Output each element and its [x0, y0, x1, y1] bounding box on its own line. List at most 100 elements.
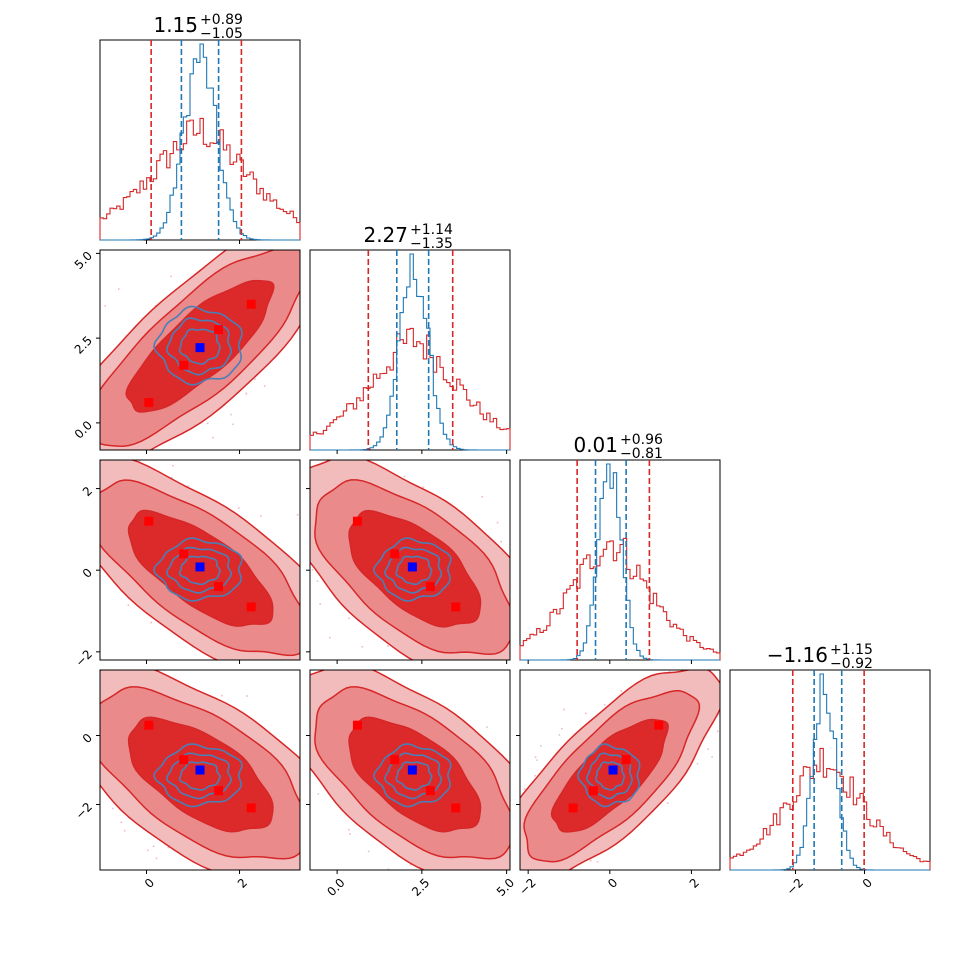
scatter-point	[322, 851, 324, 853]
scatter-point	[329, 263, 331, 265]
y-tick-label-3: 2	[80, 484, 95, 499]
scatter-point	[300, 895, 302, 897]
blue-contour-line-3	[395, 761, 433, 791]
scatter-point	[44, 704, 46, 706]
scatter-point	[285, 491, 287, 493]
scatter-point	[367, 208, 369, 210]
scatter-point	[367, 880, 369, 882]
red-contour-line-3	[127, 716, 274, 833]
blue-contour-line-3	[178, 761, 221, 791]
scatter-point	[495, 925, 497, 927]
scatter-point	[422, 486, 425, 489]
scatter-point	[328, 636, 331, 639]
scatter-point	[563, 708, 565, 711]
scatter-point	[543, 729, 545, 731]
scatter-point	[317, 793, 320, 795]
scatter-point	[668, 670, 671, 673]
scatter-point	[438, 899, 440, 901]
scatter-point	[316, 580, 319, 582]
scatter-point	[348, 617, 350, 620]
blue-marker	[407, 562, 417, 572]
diag-panel-3	[519, 459, 721, 661]
red-marker-4	[451, 602, 461, 612]
scatter-point	[42, 471, 44, 473]
scatter-point	[350, 858, 352, 860]
scatter-point	[337, 634, 339, 636]
scatter-point	[149, 453, 151, 455]
scatter-point	[324, 868, 326, 870]
scatter-point	[82, 786, 84, 788]
title-plus-4: +1.15	[830, 642, 873, 658]
scatter-point	[333, 227, 335, 229]
scatter-point	[62, 473, 64, 475]
scatter-point	[323, 318, 325, 320]
scatter-point	[295, 533, 297, 535]
red-contour-line-2	[314, 686, 510, 860]
scatter-point	[311, 901, 313, 903]
scatter-point	[44, 737, 46, 739]
blue-marker	[195, 765, 205, 775]
scatter-point	[172, 464, 174, 467]
red-marker-3	[214, 786, 224, 796]
scatter-point	[486, 726, 488, 728]
scatter-point	[84, 632, 86, 634]
scatter-point	[9, 449, 11, 451]
scatter-point	[62, 516, 64, 518]
red-histogram-2	[309, 327, 511, 450]
scatter-point	[254, 378, 256, 381]
scatter-point	[81, 561, 83, 563]
scatter-point	[45, 471, 47, 473]
red-contour-line-1	[310, 670, 510, 870]
scatter-point	[66, 530, 68, 532]
panel-3-2	[260, 454, 545, 731]
scatter-point	[443, 689, 445, 691]
red-marker-1	[352, 516, 362, 526]
scatter-point	[95, 506, 97, 508]
scatter-point	[319, 637, 321, 639]
scatter-point	[476, 877, 478, 879]
red-marker-3	[214, 582, 224, 592]
scatter-point	[43, 487, 45, 489]
scatter-point	[90, 479, 92, 481]
red-contour-line-3	[348, 509, 482, 628]
scatter-point	[96, 457, 98, 459]
red-histogram-1	[99, 117, 301, 240]
diag-panel-2	[309, 249, 511, 451]
scatter-point	[516, 811, 518, 813]
red-contour-line-1	[310, 460, 510, 660]
scatter-point	[260, 484, 262, 486]
scatter-point	[123, 829, 126, 832]
red-marker-3	[588, 786, 598, 796]
scatter-point	[569, 892, 571, 894]
red-contour-line-3	[550, 718, 669, 833]
scatter-point	[477, 875, 479, 877]
scatter-point	[350, 454, 352, 456]
scatter-point	[596, 860, 599, 863]
scatter-point	[409, 874, 411, 876]
scatter-point	[522, 569, 524, 571]
scatter-point	[301, 836, 303, 838]
scatter-point	[155, 857, 158, 860]
scatter-point	[415, 667, 417, 669]
blue-marker	[407, 765, 417, 775]
red-marker-2	[179, 549, 189, 559]
scatter-point	[694, 651, 696, 653]
scatter-point	[274, 521, 276, 523]
scatter-point	[620, 690, 623, 692]
scatter-point	[534, 774, 536, 777]
scatter-point	[711, 756, 713, 758]
red-contour-line-2	[314, 479, 510, 656]
scatter-point	[301, 759, 303, 761]
scatter-point	[296, 901, 298, 903]
scatter-point	[347, 657, 349, 659]
scatter-point	[327, 639, 329, 641]
y-tick-label-3: 0	[80, 565, 95, 580]
title-minus-4: −0.92	[830, 656, 873, 672]
scatter-point	[94, 453, 96, 455]
scatter-point	[176, 885, 178, 887]
scatter-point	[698, 648, 700, 650]
blue-contour-line-1	[153, 537, 243, 602]
blue-marker	[195, 562, 205, 572]
scatter-point	[672, 652, 674, 654]
scatter-point	[306, 498, 308, 500]
